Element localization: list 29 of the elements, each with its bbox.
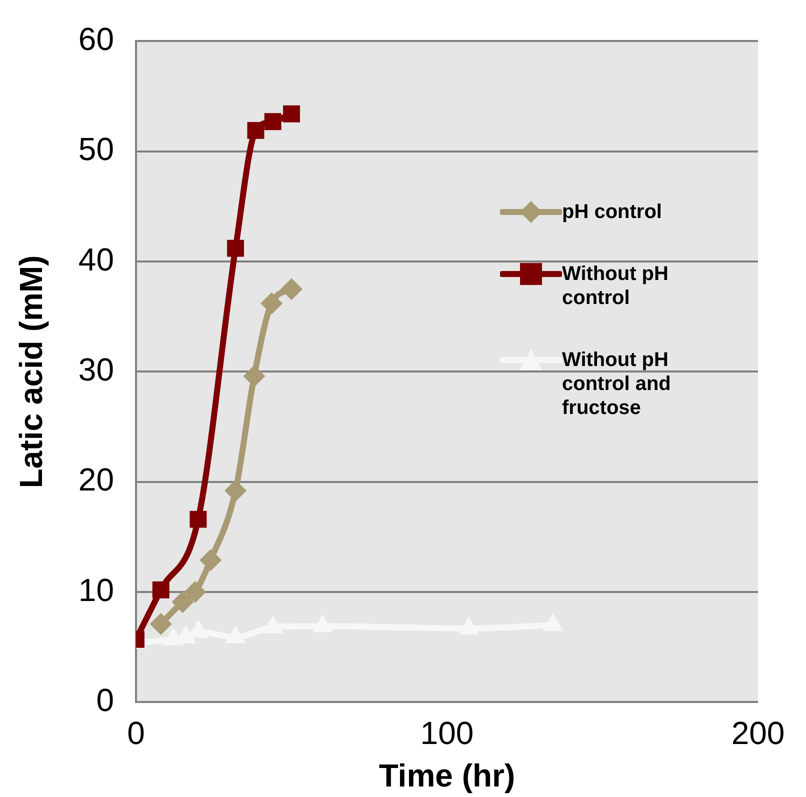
x-tick-label: 100 <box>420 715 474 752</box>
point <box>152 581 170 598</box>
point <box>283 105 300 122</box>
y-tick-label: 20 <box>78 462 114 498</box>
point <box>200 549 222 572</box>
point <box>243 365 266 388</box>
point <box>224 480 247 502</box>
point <box>247 122 264 139</box>
y-tick-label: 60 <box>78 21 114 58</box>
legend-label: Without pH control and fructose <box>562 348 672 420</box>
point <box>227 240 244 257</box>
point <box>264 113 282 130</box>
point <box>190 510 207 528</box>
legend-label: pH control <box>562 200 662 224</box>
x-tick-label: 200 <box>731 715 785 752</box>
x-axis-title: Time (hr) <box>378 758 516 794</box>
y-tick-label: 10 <box>78 572 114 608</box>
y-tick-label: 0 <box>96 682 114 718</box>
y-axis-title: Latic acid (mM) <box>13 255 50 488</box>
point <box>280 278 302 300</box>
legend-label: Without pH control <box>562 262 670 310</box>
point <box>150 612 172 635</box>
point <box>260 292 283 314</box>
y-tick-label: 40 <box>78 241 114 278</box>
point <box>172 590 194 613</box>
y-tick-label: 30 <box>78 352 114 388</box>
x-tick-label: 0 <box>127 715 145 752</box>
point <box>184 581 206 604</box>
y-tick-label: 50 <box>78 131 114 168</box>
